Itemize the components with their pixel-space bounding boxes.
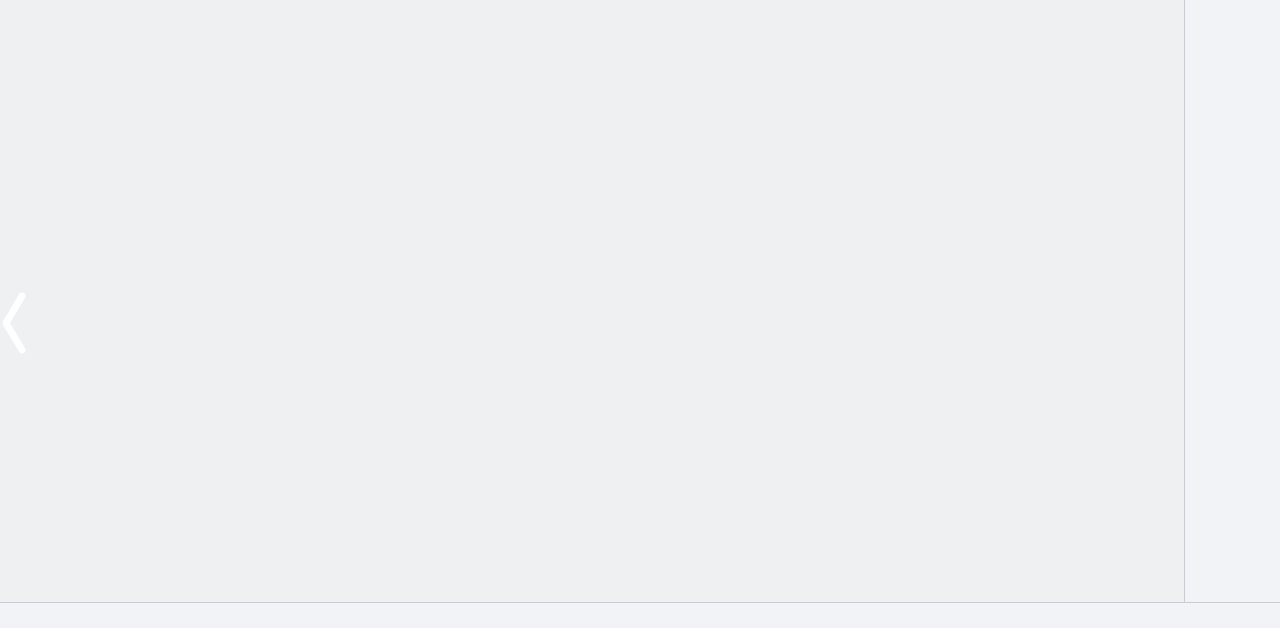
chart-legend: [10, 6, 16, 22]
time-scale-axis[interactable]: [0, 602, 1280, 628]
legend-symbol-row[interactable]: [10, 6, 16, 22]
chevron-left-icon: [2, 292, 26, 354]
price-scale-axis[interactable]: [1184, 0, 1280, 602]
carousel-prev-button[interactable]: [0, 290, 30, 356]
